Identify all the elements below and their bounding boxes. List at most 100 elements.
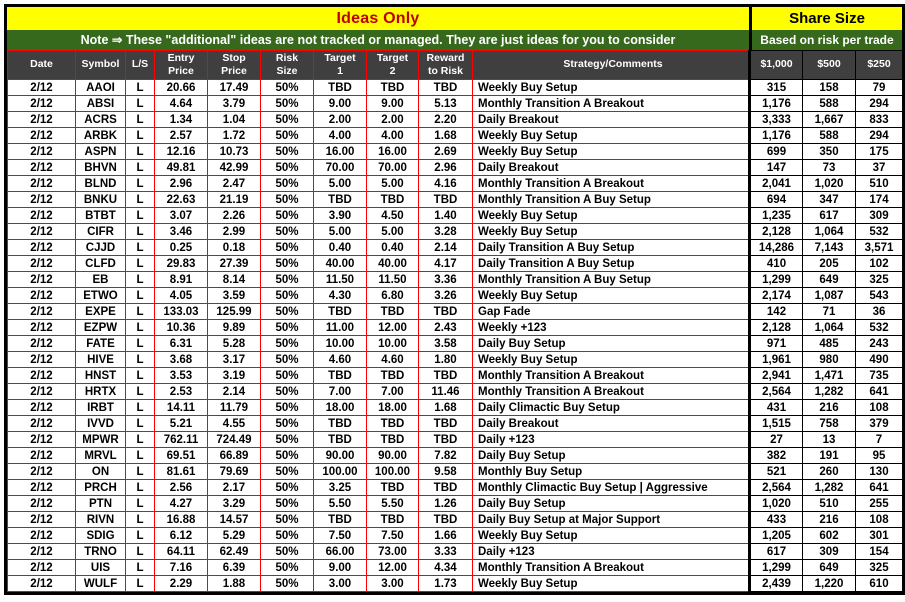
cell-target-2[interactable]: TBD bbox=[366, 431, 419, 448]
cell-strategy[interactable]: Monthly Transition A Breakout bbox=[472, 367, 751, 384]
cell-long-short[interactable]: L bbox=[125, 271, 155, 288]
cell-symbol[interactable]: CIFR bbox=[75, 223, 126, 240]
cell-size-250[interactable]: 294 bbox=[855, 95, 903, 112]
cell-risk-size[interactable]: 50% bbox=[260, 319, 314, 336]
cell-reward-to-risk[interactable]: 1.80 bbox=[418, 351, 473, 368]
cell-size-1000[interactable]: 2,128 bbox=[749, 223, 803, 240]
cell-reward-to-risk[interactable]: TBD bbox=[418, 415, 473, 432]
cell-target-2[interactable]: 9.00 bbox=[366, 95, 419, 112]
cell-size-250[interactable]: 532 bbox=[855, 223, 903, 240]
cell-long-short[interactable]: L bbox=[125, 543, 155, 560]
cell-reward-to-risk[interactable]: TBD bbox=[418, 511, 473, 528]
cell-target-2[interactable]: 12.00 bbox=[366, 319, 419, 336]
cell-entry-price[interactable]: 2.29 bbox=[154, 575, 208, 592]
cell-long-short[interactable]: L bbox=[125, 415, 155, 432]
cell-symbol[interactable]: RIVN bbox=[75, 511, 126, 528]
cell-target-1[interactable]: 5.00 bbox=[313, 175, 367, 192]
cell-risk-size[interactable]: 50% bbox=[260, 415, 314, 432]
cell-entry-price[interactable]: 16.88 bbox=[154, 511, 208, 528]
cell-risk-size[interactable]: 50% bbox=[260, 111, 314, 128]
cell-risk-size[interactable]: 50% bbox=[260, 479, 314, 496]
cell-entry-price[interactable]: 0.25 bbox=[154, 239, 208, 256]
cell-strategy[interactable]: Daily Breakout bbox=[472, 159, 751, 176]
cell-date[interactable]: 2/12 bbox=[7, 207, 76, 224]
cell-risk-size[interactable]: 50% bbox=[260, 255, 314, 272]
cell-entry-price[interactable]: 81.61 bbox=[154, 463, 208, 480]
cell-date[interactable]: 2/12 bbox=[7, 175, 76, 192]
cell-size-1000[interactable]: 382 bbox=[749, 447, 803, 464]
cell-entry-price[interactable]: 10.36 bbox=[154, 319, 208, 336]
cell-target-2[interactable]: 4.50 bbox=[366, 207, 419, 224]
cell-stop-price[interactable]: 2.17 bbox=[207, 479, 261, 496]
cell-reward-to-risk[interactable]: TBD bbox=[418, 303, 473, 320]
cell-size-250[interactable]: 175 bbox=[855, 143, 903, 160]
cell-long-short[interactable]: L bbox=[125, 319, 155, 336]
cell-size-250[interactable]: 735 bbox=[855, 367, 903, 384]
cell-strategy[interactable]: Weekly Buy Setup bbox=[472, 287, 751, 304]
cell-stop-price[interactable]: 0.18 bbox=[207, 239, 261, 256]
cell-target-1[interactable]: 7.50 bbox=[313, 527, 367, 544]
cell-reward-to-risk[interactable]: 2.20 bbox=[418, 111, 473, 128]
cell-reward-to-risk[interactable]: 3.28 bbox=[418, 223, 473, 240]
cell-stop-price[interactable]: 3.29 bbox=[207, 495, 261, 512]
cell-size-250[interactable]: 37 bbox=[855, 159, 903, 176]
cell-reward-to-risk[interactable]: 11.46 bbox=[418, 383, 473, 400]
cell-symbol[interactable]: UIS bbox=[75, 559, 126, 576]
cell-date[interactable]: 2/12 bbox=[7, 351, 76, 368]
cell-reward-to-risk[interactable]: TBD bbox=[418, 367, 473, 384]
cell-size-1000[interactable]: 1,961 bbox=[749, 351, 803, 368]
cell-stop-price[interactable]: 66.89 bbox=[207, 447, 261, 464]
cell-entry-price[interactable]: 1.34 bbox=[154, 111, 208, 128]
cell-date[interactable]: 2/12 bbox=[7, 511, 76, 528]
cell-target-2[interactable]: 10.00 bbox=[366, 335, 419, 352]
cell-reward-to-risk[interactable]: TBD bbox=[418, 479, 473, 496]
cell-entry-price[interactable]: 762.11 bbox=[154, 431, 208, 448]
cell-reward-to-risk[interactable]: 1.68 bbox=[418, 127, 473, 144]
cell-target-1[interactable]: 18.00 bbox=[313, 399, 367, 416]
cell-date[interactable]: 2/12 bbox=[7, 367, 76, 384]
cell-target-1[interactable]: 100.00 bbox=[313, 463, 367, 480]
cell-strategy[interactable]: Weekly Buy Setup bbox=[472, 79, 751, 96]
cell-size-500[interactable]: 1,220 bbox=[802, 575, 856, 592]
cell-size-1000[interactable]: 521 bbox=[749, 463, 803, 480]
cell-long-short[interactable]: L bbox=[125, 463, 155, 480]
cell-long-short[interactable]: L bbox=[125, 223, 155, 240]
cell-risk-size[interactable]: 50% bbox=[260, 495, 314, 512]
cell-size-250[interactable]: 36 bbox=[855, 303, 903, 320]
cell-long-short[interactable]: L bbox=[125, 575, 155, 592]
cell-entry-price[interactable]: 69.51 bbox=[154, 447, 208, 464]
cell-date[interactable]: 2/12 bbox=[7, 447, 76, 464]
cell-symbol[interactable]: EZPW bbox=[75, 319, 126, 336]
cell-strategy[interactable]: Daily Buy Setup bbox=[472, 335, 751, 352]
cell-size-250[interactable]: 130 bbox=[855, 463, 903, 480]
cell-size-500[interactable]: 485 bbox=[802, 335, 856, 352]
cell-size-1000[interactable]: 2,439 bbox=[749, 575, 803, 592]
cell-reward-to-risk[interactable]: 1.73 bbox=[418, 575, 473, 592]
cell-stop-price[interactable]: 5.28 bbox=[207, 335, 261, 352]
cell-size-500[interactable]: 216 bbox=[802, 511, 856, 528]
cell-stop-price[interactable]: 2.47 bbox=[207, 175, 261, 192]
cell-entry-price[interactable]: 3.53 bbox=[154, 367, 208, 384]
cell-reward-to-risk[interactable]: 5.13 bbox=[418, 95, 473, 112]
cell-long-short[interactable]: L bbox=[125, 367, 155, 384]
cell-risk-size[interactable]: 50% bbox=[260, 351, 314, 368]
cell-reward-to-risk[interactable]: 1.66 bbox=[418, 527, 473, 544]
cell-size-250[interactable]: 510 bbox=[855, 175, 903, 192]
cell-stop-price[interactable]: 2.26 bbox=[207, 207, 261, 224]
cell-date[interactable]: 2/12 bbox=[7, 383, 76, 400]
cell-risk-size[interactable]: 50% bbox=[260, 303, 314, 320]
cell-stop-price[interactable]: 2.99 bbox=[207, 223, 261, 240]
cell-size-1000[interactable]: 1,205 bbox=[749, 527, 803, 544]
cell-size-500[interactable]: 73 bbox=[802, 159, 856, 176]
cell-strategy[interactable]: Weekly Buy Setup bbox=[472, 575, 751, 592]
cell-target-2[interactable]: TBD bbox=[366, 415, 419, 432]
cell-symbol[interactable]: TRNO bbox=[75, 543, 126, 560]
cell-size-500[interactable]: 758 bbox=[802, 415, 856, 432]
cell-size-500[interactable]: 510 bbox=[802, 495, 856, 512]
cell-date[interactable]: 2/12 bbox=[7, 239, 76, 256]
cell-target-1[interactable]: TBD bbox=[313, 303, 367, 320]
cell-date[interactable]: 2/12 bbox=[7, 559, 76, 576]
cell-risk-size[interactable]: 50% bbox=[260, 239, 314, 256]
cell-risk-size[interactable]: 50% bbox=[260, 143, 314, 160]
cell-size-1000[interactable]: 2,564 bbox=[749, 479, 803, 496]
